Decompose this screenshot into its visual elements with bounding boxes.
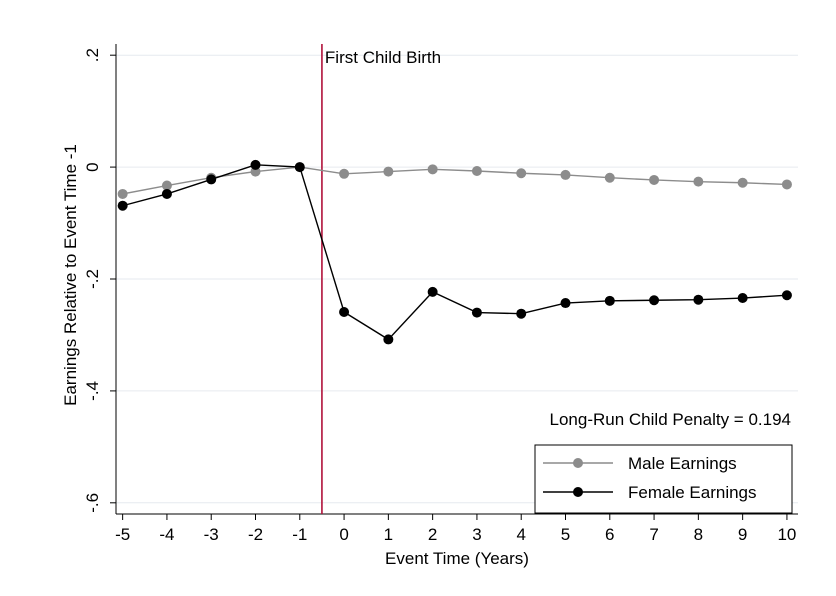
series-point-male <box>117 188 128 199</box>
series-point-male <box>516 168 527 179</box>
series-point-female <box>161 188 172 199</box>
legend-box <box>534 444 793 514</box>
series-point-female <box>471 307 482 318</box>
series-point-male <box>383 166 394 177</box>
penalty-annotation: Long-Run Child Penalty = 0.194 <box>550 410 791 429</box>
x-axis-title: Event Time (Years) <box>385 549 529 568</box>
series-point-male <box>649 174 660 185</box>
y-tick-label: 0 <box>83 162 102 171</box>
x-tick-label: -3 <box>204 525 219 544</box>
series-point-male <box>471 166 482 177</box>
series-point-male <box>604 172 615 183</box>
series-point-female <box>294 162 305 173</box>
event-label: First Child Birth <box>325 48 441 67</box>
y-ticks: .2 0 -.2 -.4 -.6 <box>83 48 116 513</box>
x-ticks: -5 -4 -3 -2 -1 0 1 2 3 4 5 6 7 8 9 10 <box>115 514 796 544</box>
series-point-female <box>604 295 615 306</box>
legend-items: Male Earnings Female Earnings <box>543 454 757 502</box>
y-tick-label: .2 <box>83 48 102 62</box>
series-point-male <box>737 177 748 188</box>
x-tick-label: 6 <box>605 525 614 544</box>
x-tick-label: -2 <box>248 525 263 544</box>
legend-label-female: Female Earnings <box>628 483 757 502</box>
x-tick-label: 2 <box>428 525 437 544</box>
series-line-male <box>122 166 787 195</box>
legend-marker-female <box>573 487 583 497</box>
series <box>117 159 792 345</box>
series-point-female <box>781 290 792 301</box>
series-point-male <box>693 176 704 187</box>
y-tick-label: -.4 <box>83 381 102 401</box>
x-tick-label: 4 <box>516 525 525 544</box>
series-point-male <box>161 180 172 191</box>
legend-marker-male <box>573 458 583 468</box>
x-tick-label: 10 <box>777 525 796 544</box>
series-point-female <box>516 308 527 319</box>
series-point-female <box>117 200 128 211</box>
series-point-male <box>560 169 571 180</box>
y-tick-label: -.2 <box>83 269 102 289</box>
gridlines <box>116 54 798 504</box>
series-point-female <box>737 293 748 304</box>
x-tick-label: 9 <box>738 525 747 544</box>
series-point-female <box>206 174 217 185</box>
x-tick-label: -1 <box>292 525 307 544</box>
series-point-female <box>383 334 394 345</box>
x-tick-label: 1 <box>384 525 393 544</box>
x-tick-label: 5 <box>561 525 570 544</box>
series-point-female <box>339 307 350 318</box>
series-point-male <box>427 164 438 175</box>
x-tick-label: -5 <box>115 525 130 544</box>
series-point-male <box>781 179 792 190</box>
x-tick-label: 3 <box>472 525 481 544</box>
series-point-female <box>427 286 438 297</box>
series-point-female <box>649 295 660 306</box>
x-tick-label: 8 <box>694 525 703 544</box>
series-point-female <box>693 294 704 305</box>
legend-label-male: Male Earnings <box>628 454 737 473</box>
x-tick-label: 7 <box>649 525 658 544</box>
series-point-female <box>560 298 571 309</box>
series-line-female <box>122 164 787 341</box>
series-point-male <box>339 168 350 179</box>
x-tick-label: -4 <box>159 525 174 544</box>
y-axis-title: Earnings Relative to Event Time -1 <box>61 144 80 406</box>
y-tick-label: -.6 <box>83 493 102 513</box>
series-point-female <box>250 159 261 170</box>
x-tick-label: 0 <box>339 525 348 544</box>
legend: Male Earnings Female Earnings <box>534 444 793 514</box>
event-marker: First Child Birth <box>321 44 441 514</box>
